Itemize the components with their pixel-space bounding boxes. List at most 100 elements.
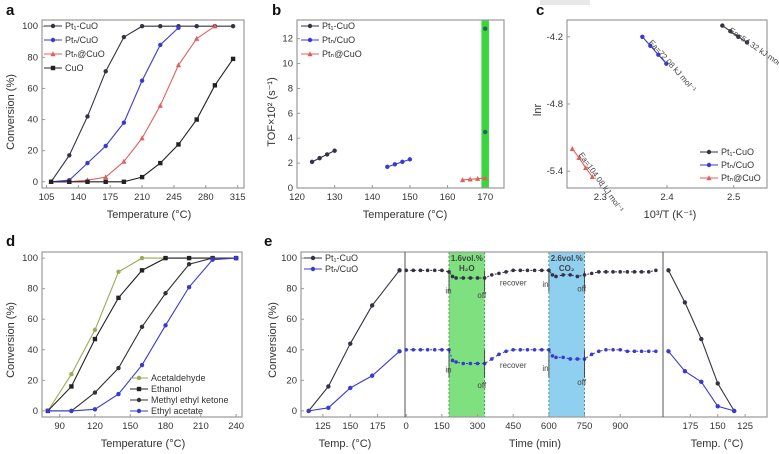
series-line-d-acetaldehyde bbox=[47, 257, 237, 412]
data-point-d-ethanol bbox=[139, 268, 145, 273]
data-point-e-time-pt1-cuo bbox=[518, 268, 523, 273]
data-point-e-time-ptn-cuo bbox=[575, 357, 580, 361]
series-line-a-ptn-cuo bbox=[51, 25, 216, 183]
y-tick-label-c: -4.2 bbox=[547, 32, 563, 43]
data-point-c-ptn-cuo bbox=[640, 34, 645, 39]
data-point-e-cool-ptn-cuo bbox=[682, 368, 688, 374]
data-point-e-time-pt1-cuo bbox=[461, 276, 466, 280]
data-point-e-cool-ptn-cuo bbox=[731, 408, 737, 414]
event-annotation-e: in bbox=[542, 280, 548, 289]
y-tick-label-b: 4 bbox=[288, 133, 293, 144]
data-point-a-ptn-cuo bbox=[121, 120, 127, 125]
x-axis-label-e-heating: Temp. (°C) bbox=[319, 438, 372, 450]
data-point-e-time-ptn-cuo bbox=[418, 347, 423, 352]
data-point-d-ethyl-acetate bbox=[210, 257, 215, 262]
data-point-b-ptn-cuo bbox=[475, 175, 481, 181]
series-line-d-ethanol bbox=[47, 257, 237, 412]
panel-d: d Conversion (%) Temperature (°C) 90 120 1… bbox=[5, 233, 244, 450]
data-point-a-pt1-cuo bbox=[194, 24, 199, 29]
data-point-a-cuo bbox=[158, 160, 163, 166]
data-point-c-ptn-cuo bbox=[648, 43, 653, 48]
data-point-c-pt1-cuo bbox=[744, 40, 750, 45]
x-tick-label-d: 150 bbox=[122, 421, 138, 432]
data-point-b-ptn-cuo bbox=[407, 157, 413, 162]
data-point-c-pt1-cuo bbox=[728, 29, 733, 34]
data-point-e-time-pt1-cuo bbox=[525, 268, 530, 273]
data-point-a-ptn-cuo bbox=[176, 25, 181, 30]
x-tick-label-a: 210 bbox=[134, 192, 150, 203]
x-tick-label-e: 0 bbox=[404, 421, 409, 432]
x-tick-label-e: 150 bbox=[710, 421, 726, 432]
data-point-d-acetaldehyde bbox=[92, 327, 98, 333]
legend-label-d-methyl-ethyl-ketone: Methyl ethyl ketone bbox=[151, 395, 229, 405]
x-tick-label-c: 2.4 bbox=[660, 192, 673, 203]
data-point-d-ethyl-acetate bbox=[45, 408, 51, 414]
data-point-e-time-ptn-cuo bbox=[618, 347, 622, 352]
data-point-e-time-pt1-cuo bbox=[468, 276, 473, 280]
x-tick-label-e: 300 bbox=[470, 421, 486, 432]
data-point-e-heat-ptn-cuo bbox=[326, 405, 331, 411]
data-point-a-pt1-cuo bbox=[139, 24, 145, 29]
data-point-e-cool-pt1-cuo bbox=[715, 381, 720, 386]
y-tick-label-d: 60 bbox=[27, 314, 38, 325]
legend-label-b-ptn-cuo: Ptₙ@CuO bbox=[322, 49, 362, 59]
panel-c: c lnr 10³/T (K⁻¹) 2.3 2.4 2.5 -4.2 -4.8 -5.4 E… bbox=[532, 2, 779, 221]
event-annotation-e: recover bbox=[500, 279, 527, 288]
panel-letter-a: a bbox=[6, 2, 15, 19]
series-line-b-ptn-cuo bbox=[462, 177, 486, 181]
x-tick-label-e: 125 bbox=[315, 421, 331, 432]
data-point-b-ptn-cuo bbox=[460, 177, 466, 183]
data-point-d-acetaldehyde bbox=[116, 269, 121, 275]
data-point-a-cuo bbox=[121, 179, 127, 184]
data-point-e-time-ptn-cuo bbox=[404, 347, 408, 352]
x-tick-label-c: 2.3 bbox=[594, 192, 607, 203]
data-point-b-ptn-cuo bbox=[385, 164, 390, 170]
data-point-c-ptn-cuo bbox=[664, 61, 669, 66]
x-tick-label-e: 750 bbox=[577, 421, 593, 432]
series-line-a-ptn-cuo bbox=[51, 27, 179, 183]
band-label-line2-0: H₂O bbox=[459, 264, 475, 273]
data-point-e-time-ptn-cuo bbox=[568, 357, 573, 361]
panel-letter-c: c bbox=[536, 2, 544, 19]
data-point-a-ptn-cuo bbox=[121, 158, 127, 164]
data-point-e-time-ptn-cuo bbox=[589, 352, 594, 357]
data-point-e-time-ptn-cuo bbox=[411, 347, 416, 352]
data-point-e-time-ptn-cuo bbox=[525, 347, 530, 352]
data-point-b-ptn-cuo bbox=[400, 159, 405, 165]
y-tick-label-a: 40 bbox=[27, 115, 38, 126]
data-point-a-cuo bbox=[212, 83, 218, 88]
series-line-e-time-ptn-cuo bbox=[406, 349, 656, 365]
data-point-e-time-ptn-cuo bbox=[625, 349, 630, 354]
data-point-b-pt1-cuo bbox=[309, 159, 315, 165]
data-point-d-acetaldehyde bbox=[139, 255, 145, 261]
x-tick-label-a: 140 bbox=[70, 192, 86, 203]
event-annotation-e: off bbox=[477, 291, 487, 300]
x-tick-label-e: 175 bbox=[370, 421, 386, 432]
band-label-line2-1: CO₂ bbox=[559, 264, 575, 273]
activation-energy-label-ptn-cuo: Ea=104.08 kJ mol⁻¹ bbox=[577, 151, 626, 214]
data-point-c-ptn-cuo bbox=[569, 146, 575, 151]
y-axis-label-a: Conversion (%) bbox=[5, 74, 17, 150]
legend-marker-d bbox=[136, 386, 142, 392]
event-annotation-e: off bbox=[577, 378, 587, 387]
plot-frame-d bbox=[41, 251, 243, 418]
y-tick-label-d: 0 bbox=[33, 406, 38, 417]
panel-letter-d: d bbox=[6, 233, 15, 250]
data-point-e-cool-pt1-cuo bbox=[699, 336, 704, 342]
x-tick-label-a: 175 bbox=[102, 192, 118, 203]
data-point-e-time-pt1-cuo bbox=[575, 274, 580, 279]
data-point-a-ptn-cuo bbox=[103, 174, 109, 180]
y-axis-label-d: Conversion (%) bbox=[5, 302, 17, 378]
data-point-a-cuo bbox=[48, 179, 54, 184]
data-point-e-time-ptn-cuo bbox=[611, 347, 615, 352]
data-point-e-time-ptn-cuo bbox=[432, 347, 437, 352]
data-point-e-time-ptn-cuo bbox=[518, 347, 523, 352]
data-point-c-pt1-cuo bbox=[736, 34, 741, 39]
event-annotation-e: off bbox=[577, 285, 587, 294]
data-point-e-heat-pt1-cuo bbox=[369, 303, 375, 308]
data-point-a-ptn-cuo bbox=[103, 143, 108, 149]
data-point-a-pt1-cuo bbox=[121, 34, 127, 40]
data-point-e-time-pt1-cuo bbox=[639, 270, 644, 274]
data-point-e-time-pt1-cuo bbox=[589, 271, 594, 276]
x-axis-label-b: Temperature (°C) bbox=[363, 209, 447, 221]
